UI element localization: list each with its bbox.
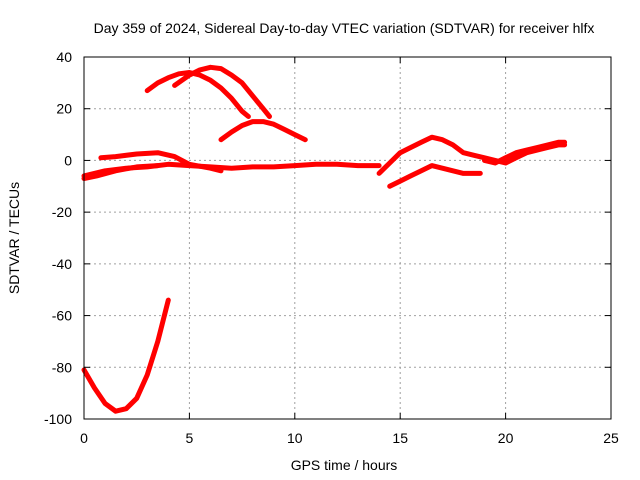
data-series xyxy=(81,64,568,414)
y-tick-label: -40 xyxy=(52,256,72,272)
x-tick-label: 15 xyxy=(392,430,408,446)
series-arc-3 xyxy=(81,163,161,181)
y-tick-label: -80 xyxy=(52,359,72,375)
series-arc-2 xyxy=(98,150,224,174)
y-tick-label: 40 xyxy=(56,49,72,65)
x-tick-label: 25 xyxy=(603,430,619,446)
series-arc-9 xyxy=(218,119,308,143)
y-tick-label: 20 xyxy=(56,101,72,117)
y-tick-label: -20 xyxy=(52,204,72,220)
x-tick-label: 20 xyxy=(498,430,514,446)
x-tick-label: 10 xyxy=(287,430,303,446)
y-axis-label: SDTVAR / TECUs xyxy=(6,182,22,294)
chart-title: Day 359 of 2024, Sidereal Day-to-day VTE… xyxy=(94,20,595,36)
series-arc-10 xyxy=(81,297,171,414)
series-arc-8 xyxy=(172,64,272,119)
series-arc-6 xyxy=(482,139,568,166)
y-tick-label: 0 xyxy=(64,152,72,168)
y-tick-label: -60 xyxy=(52,308,72,324)
plot-frame xyxy=(83,56,612,420)
grid-lines xyxy=(84,57,611,419)
x-axis-label: GPS time / hours xyxy=(291,457,398,473)
y-tick-label: -100 xyxy=(44,411,72,427)
x-tick-label: 5 xyxy=(186,430,194,446)
series-arc-7 xyxy=(144,70,251,119)
x-tick-label: 0 xyxy=(80,430,88,446)
series-arc-4 xyxy=(376,134,568,176)
series-arc-5 xyxy=(387,163,483,189)
axis-ticks: 0 5 10 15 20 25 -100 -80 -60 -40 -20 0 20 40 xyxy=(44,49,619,446)
